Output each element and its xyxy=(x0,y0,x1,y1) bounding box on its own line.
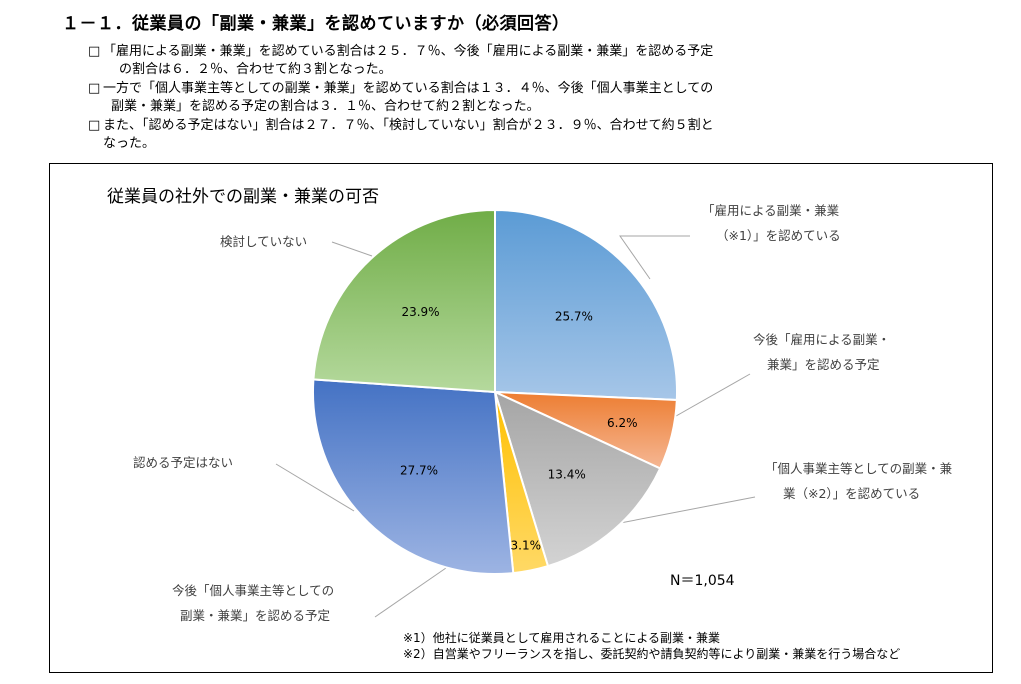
pie-slice xyxy=(312,378,515,575)
section-heading: １－１．従業員の「副業・兼業」を認めていますか（必須回答） xyxy=(62,14,570,34)
slice-value-label: 3.1% xyxy=(511,539,542,553)
leader-line xyxy=(614,496,756,525)
summary-bullets: □ 「雇用による副業・兼業」を認めている割合は２５．７％、今後「雇用による副業・… xyxy=(88,43,714,154)
summary-bullet: □ 「雇用による副業・兼業」を認めている割合は２５．７％、今後「雇用による副業・… xyxy=(88,43,714,78)
slice-category-label: 今後「雇用による副業・ 兼業」を認める予定 xyxy=(753,327,890,377)
leader-line xyxy=(619,235,690,280)
pie-slice xyxy=(493,390,662,568)
slice-value-label: 13.4% xyxy=(548,467,586,481)
slice-category-label: 「個人事業主等としての副業・兼業（※2）」を認めている xyxy=(765,456,952,506)
bullet-line: 「雇用による副業・兼業」を認めている割合は２５．７％、今後「雇用による副業・兼業… xyxy=(103,44,714,59)
leader-line xyxy=(374,567,447,618)
chart-title: 従業員の社外での副業・兼業の可否 xyxy=(107,187,379,207)
checkbox-square-icon: □ xyxy=(88,81,101,96)
pie-slice xyxy=(312,208,496,394)
footnotes: ※1）他社に従業員として雇用されることによる副業・兼業 ※2）自営業やフリーラン… xyxy=(403,630,900,662)
slice-category-label: 認める予定はない xyxy=(133,450,233,475)
leader-line xyxy=(331,241,373,257)
pie-chart: 25.7% 6.2% 13.4% 3.1% 27.7% 23.9% xyxy=(275,208,756,618)
slice-category-label: 今後「個人事業主等としての 副業・兼業」を認める予定 xyxy=(172,578,334,628)
bullet-line: 副業・兼業」を認める予定の割合は３．１％、合わせて約２割となった。 xyxy=(111,98,540,114)
slice-value-label: 27.7% xyxy=(400,463,438,477)
bullet-line: なった。 xyxy=(103,135,156,151)
summary-bullet: □ 一方で「個人事業主等としての副業・兼業」を認めている割合は１３．４％、今後「… xyxy=(88,80,714,115)
bullet-line: 一方で「個人事業主等としての副業・兼業」を認めている割合は１３．４％、今後「個人… xyxy=(103,81,714,96)
summary-bullet: □ また、「認める予定はない」割合は２７．７％、「検討していない」割合が２３．９… xyxy=(88,117,714,152)
slice-category-label: 「雇用による副業・兼業 （※1）」を認めている xyxy=(702,198,841,248)
leader-line xyxy=(661,373,751,425)
slice-category-label-line: 検討していない xyxy=(220,234,308,249)
slice-category-label-line: 今後「雇用による副業・ xyxy=(753,332,891,347)
slice-category-label-line: 業（※2）」を認めている xyxy=(783,486,921,501)
slice-value-label: 25.7% xyxy=(555,310,593,324)
slice-value-label: 6.2% xyxy=(607,416,638,430)
slice-category-label-line: 「個人事業主等としての副業・兼 xyxy=(765,461,953,476)
pie-chart-frame: 従業員の社外での副業・兼業の可否 25.7% 6.2% 13.4% 3.1% 27.7%… xyxy=(49,163,993,673)
footnote: ※2）自営業やフリーランスを指し、委託契約や請負契約等により副業・兼業を行う場合… xyxy=(403,647,901,661)
checkbox-square-icon: □ xyxy=(88,44,101,59)
bullet-line: また、「認める予定はない」割合は２７．７％、「検討していない」割合が２３．９％、… xyxy=(103,118,714,133)
bullet-line: の割合は６．２％、合わせて約３割となった。 xyxy=(119,61,392,77)
slice-value-label: 23.9% xyxy=(401,305,439,319)
sample-size-label: N＝1,054 xyxy=(670,573,735,589)
slice-category-label-line: 副業・兼業」を認める予定 xyxy=(180,608,331,623)
slice-category-label-line: 今後「個人事業主等としての xyxy=(172,583,335,598)
checkbox-square-icon: □ xyxy=(88,118,101,133)
slice-category-label-line: 認める予定はない xyxy=(133,455,234,470)
slice-category-label-line: 「雇用による副業・兼業 xyxy=(702,203,840,218)
footnote: ※1）他社に従業員として雇用されることによる副業・兼業 xyxy=(403,631,720,645)
slice-category-label-line: （※1）」を認めている xyxy=(716,228,841,243)
slice-category-label: 検討していない xyxy=(220,229,307,254)
slice-category-label-line: 兼業」を認める予定 xyxy=(767,357,880,372)
leader-line xyxy=(275,463,355,512)
pie-slice xyxy=(494,208,678,402)
